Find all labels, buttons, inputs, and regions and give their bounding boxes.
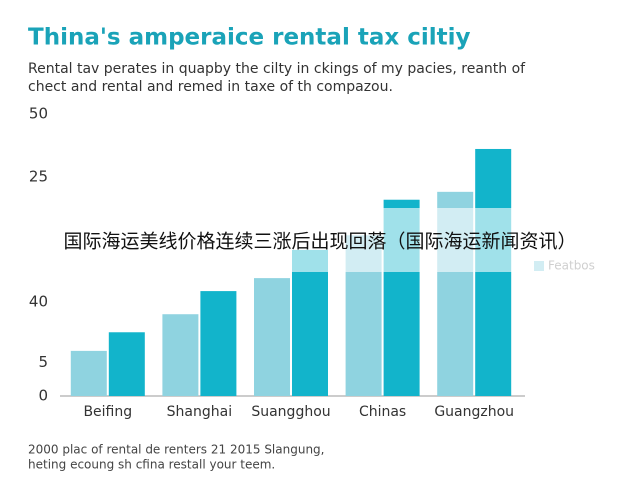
footnote: heting ecoung sh cfina restall your teem…: [28, 458, 275, 472]
y-tick-label: 0: [38, 387, 48, 405]
x-tick-label: Chinas: [359, 404, 406, 420]
overlay-band: [0, 208, 640, 272]
bar: [162, 314, 199, 396]
x-tick-label: Beifing: [83, 404, 132, 420]
chart-title: Thina's amperaice rental tax ciltiy: [28, 25, 470, 51]
bar: [254, 278, 290, 396]
x-tick-label: Guangzhou: [434, 404, 514, 420]
bar: [108, 332, 145, 396]
x-tick-label: Shanghai: [167, 404, 232, 420]
subtitle: Rental tav perates in quapby the cilty i…: [28, 61, 526, 77]
y-tick-label: 40: [29, 292, 48, 310]
bar: [200, 291, 237, 396]
footnote: 2000 plac of rental de renters 21 2015 S…: [28, 443, 324, 457]
bar: [475, 148, 512, 396]
x-tick-label: Suangghou: [251, 404, 330, 420]
subtitle: chect and rental and remed in taxe of th…: [28, 79, 393, 95]
y-tick-label: 5: [38, 353, 48, 371]
y-tick-label: 50: [29, 105, 48, 123]
bar: [70, 350, 107, 396]
bar: [292, 249, 328, 396]
overlay-text: 国际海运美线价格连续三涨后出现回落（国际海运新闻资讯）: [63, 231, 576, 253]
y-tick-label: 25: [29, 168, 48, 186]
